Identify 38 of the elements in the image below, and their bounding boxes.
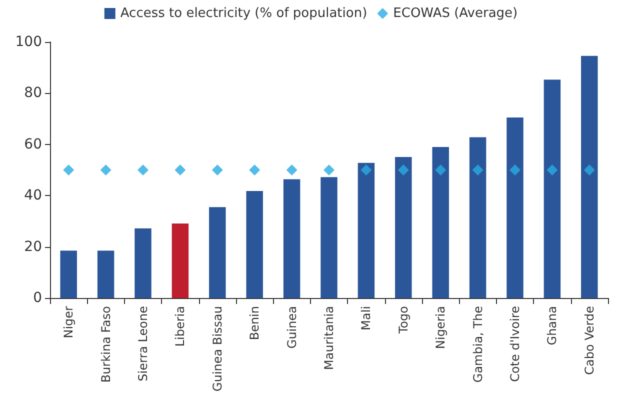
bar [246,190,263,298]
x-tick-label: Burkina Faso [98,306,113,383]
bar [60,250,77,298]
bar [209,207,226,298]
y-tick-label: 60 [24,136,42,152]
bar [134,228,152,298]
bar [283,179,300,298]
x-tick-label: Benin [248,306,262,340]
y-tick-label: 20 [24,238,42,255]
x-tick-label: Liberia [173,306,188,347]
x-tick-label: Nigeria [434,306,448,349]
bar [97,250,114,298]
bar [581,56,598,298]
x-tick-label: Mauritania [322,306,336,370]
x-tick-label: Gambia, The [470,306,485,383]
legend-label: ECOWAS (Average) [393,6,518,21]
x-tick-label: Ghana [545,306,560,346]
x-tick-label: Niger [62,306,76,338]
bar [172,224,189,298]
y-tick-label: 100 [15,34,42,50]
x-tick-label: Mali [359,306,374,330]
x-tick-label: Sierra Leone [136,306,150,382]
bar [469,137,486,298]
x-tick-label: Guinea Bissau [210,306,224,392]
legend-label: Access to electricity (% of population) [120,6,368,21]
x-tick-label: Cote d'Ivoire [508,306,522,382]
y-tick-label: 40 [24,188,42,204]
bar [544,80,561,298]
bar [432,146,449,298]
bar [320,177,338,298]
x-tick-label: Togo [396,306,410,335]
y-tick-label: 80 [24,85,42,102]
bar [358,162,375,298]
x-tick-label: Guinea [284,306,299,349]
y-tick-label: 0 [33,290,42,306]
bar [506,118,524,298]
bar [395,156,412,298]
x-tick-label: Cabo Verde [582,306,596,375]
